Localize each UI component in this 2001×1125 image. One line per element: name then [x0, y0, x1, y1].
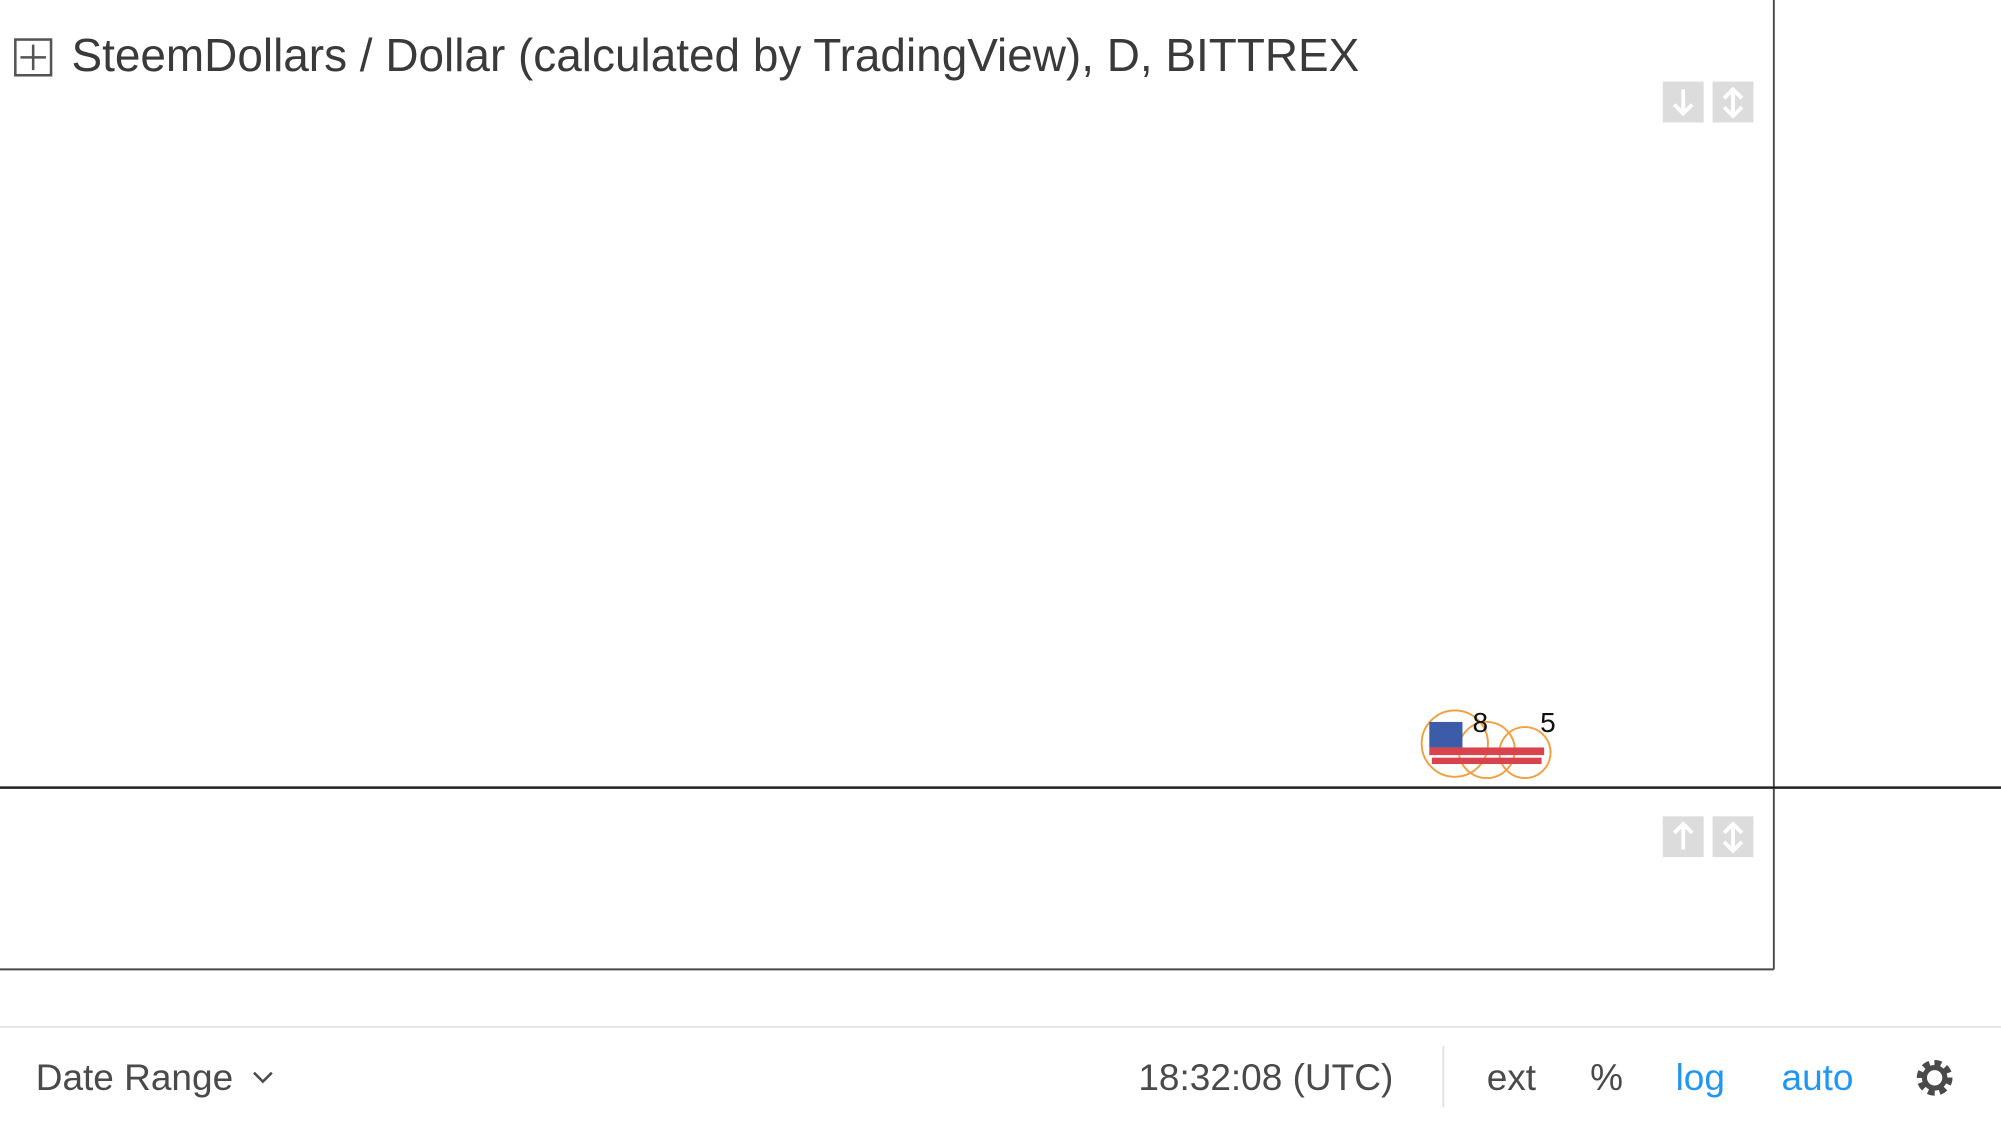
- axes: [0, 0, 2001, 971]
- chart-title: SteemDollars / Dollar (calculated by Tra…: [71, 29, 1359, 81]
- date-range-button[interactable]: Date Range: [36, 1057, 233, 1098]
- auto-button[interactable]: auto: [1782, 1057, 1854, 1098]
- arrow-icon: [1722, 821, 1744, 854]
- arrow-icon: [1672, 89, 1694, 117]
- toolbar: Date Range 18:32:08 (UTC) ext % log auto: [0, 1025, 2001, 1108]
- log-button[interactable]: log: [1676, 1057, 1725, 1098]
- clock: 18:32:08 (UTC): [1138, 1057, 1393, 1098]
- flag-stripe: [1429, 747, 1545, 756]
- events: 8 5: [1420, 707, 1556, 780]
- arrow-icon: [1672, 821, 1694, 850]
- arrow-icon: [1722, 86, 1744, 119]
- event-ring: [1420, 709, 1489, 778]
- chevron-icon: [253, 1071, 273, 1084]
- header: SteemDollars / Dollar (calculated by Tra…: [14, 29, 1359, 81]
- scale-buttons: [1662, 81, 1754, 858]
- percent-button[interactable]: %: [1590, 1057, 1623, 1098]
- event-count[interactable]: 5: [1540, 707, 1556, 738]
- gear-ring: [1921, 1065, 1948, 1091]
- event-count[interactable]: 8: [1473, 707, 1489, 738]
- ext-button[interactable]: ext: [1487, 1057, 1536, 1098]
- flag-canton[interactable]: [1429, 721, 1463, 748]
- expand-icon[interactable]: [14, 38, 53, 77]
- gear-teeth: [1916, 1059, 1953, 1096]
- flag-stripe: [1431, 757, 1542, 765]
- settings-button[interactable]: [1916, 1059, 1953, 1096]
